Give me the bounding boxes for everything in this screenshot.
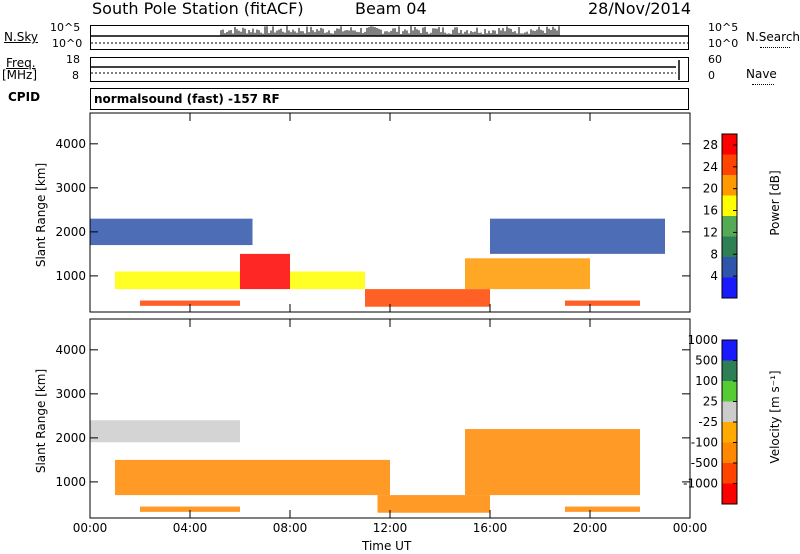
freq-unit: [MHz] [2, 68, 38, 82]
nave-tick-bottom: 0 [708, 69, 715, 82]
y-tick-label: 2000 [55, 225, 86, 239]
colorbar-tick-label: 1000 [687, 333, 718, 347]
data-region [365, 289, 490, 307]
colorbar-tick-label: 500 [695, 354, 718, 368]
cpid-panel: normalsound (fast) -157 RF [90, 88, 689, 110]
nave-legend-line [752, 84, 774, 85]
x-tick-label: 12:00 [373, 521, 408, 535]
x-tick-label: 08:00 [273, 521, 308, 535]
nave-tick-top: 60 [708, 53, 722, 66]
beam-title: Beam 04 [355, 0, 427, 18]
colorbar-segment [722, 340, 737, 361]
y-tick-label: 3000 [55, 181, 86, 195]
y-tick-label: 2000 [55, 431, 86, 445]
colorbar-frame [721, 133, 738, 299]
colorbar-segment [722, 134, 737, 155]
data-region [490, 218, 665, 254]
data-region [565, 300, 640, 306]
colorbar-tick-label: 16 [703, 204, 718, 218]
x-tick-label: 16:00 [473, 521, 508, 535]
nsky-tick-bottom: 10^0 [52, 37, 83, 50]
x-axis-title: Time UT [362, 539, 412, 553]
velocity-colorbar-label: Velocity [m s⁻¹] [768, 370, 782, 464]
data-region [90, 218, 253, 246]
y-tick-label: 4000 [55, 137, 86, 151]
power-ylabel: Slant Range [km] [34, 162, 48, 268]
nsearch-label: N.Search [746, 30, 800, 44]
freq-tick-bottom: 8 [72, 69, 79, 82]
colorbar-tick-label: 4 [710, 269, 718, 283]
colorbar-tick-label: 100 [695, 374, 718, 388]
station-title: South Pole Station (fitACF) [92, 0, 304, 18]
x-tick-label: 20:00 [573, 521, 608, 535]
data-region [565, 506, 640, 512]
velocity-ylabel: Slant Range [km] [34, 368, 48, 474]
freq-panel [90, 57, 689, 82]
nave-label: Nave [746, 67, 777, 81]
colorbar-segment [722, 463, 737, 484]
colorbar-segment [722, 175, 737, 196]
nsky-label: N.Sky [4, 30, 39, 44]
data-region [140, 506, 240, 512]
colorbar-segment [722, 422, 737, 443]
freq-tick-top: 18 [66, 53, 80, 66]
colorbar-segment [722, 154, 737, 175]
colorbar-tick-label: 24 [703, 160, 718, 174]
x-tick-label: 04:00 [173, 521, 208, 535]
colorbar-tick-label: 8 [710, 247, 718, 261]
data-region [465, 429, 640, 496]
colorbar-segment [722, 195, 737, 216]
colorbar-tick-label: -1000 [683, 477, 718, 491]
data-region [115, 459, 390, 496]
nsearch-tick-top: 10^5 [708, 21, 739, 34]
y-tick-label: 1000 [55, 269, 86, 283]
data-region [140, 300, 240, 306]
colorbar-tick-label: 28 [703, 138, 718, 152]
date-title: 28/Nov/2014 [588, 0, 692, 18]
data-region [240, 253, 290, 290]
data-region [115, 271, 240, 290]
cpid-label: CPID [8, 90, 41, 104]
power-colorbar-label: Power [dB] [768, 170, 782, 236]
nsky-tick-top: 10^5 [50, 21, 81, 34]
data-region [465, 258, 590, 290]
colorbar-segment [722, 381, 737, 402]
y-tick-label: 3000 [55, 387, 86, 401]
colorbar-tick-label: -100 [691, 436, 718, 450]
data-region [377, 495, 490, 513]
velocity-plot: 1000 2000 3000 4000 00:00 04:00 08:00 12:00 16:0… [55, 318, 738, 535]
x-tick-label: 00:00 [73, 521, 108, 535]
colorbar-segment [722, 216, 737, 237]
colorbar-tick-label: -25 [698, 415, 718, 429]
colorbar-segment [722, 360, 737, 381]
y-tick-label: 1000 [55, 475, 86, 489]
colorbar-segment [722, 257, 737, 278]
nsky-panel [90, 25, 689, 50]
power-plot: 1000 2000 3000 4000 4 8 12 16 20 24 28 [55, 112, 738, 313]
colorbar-tick-label: -500 [691, 456, 718, 470]
data-region [90, 420, 240, 443]
colorbar-segment [722, 401, 737, 422]
freq-label: Freq. [6, 56, 36, 70]
colorbar-tick-label: 25 [703, 395, 718, 409]
nsearch-legend-line [760, 47, 790, 48]
colorbar-segment [722, 483, 737, 504]
x-tick-label: 00:00 [673, 521, 708, 535]
cpid-text: normalsound (fast) -157 RF [94, 92, 280, 106]
y-tick-label: 4000 [55, 343, 86, 357]
colorbar-segment [722, 442, 737, 463]
colorbar-segment [722, 277, 737, 298]
data-region [290, 271, 365, 290]
nsearch-tick-bottom: 10^0 [708, 37, 739, 50]
colorbar-tick-label: 20 [703, 182, 718, 196]
colorbar-tick-label: 12 [703, 225, 718, 239]
colorbar-segment [722, 236, 737, 257]
